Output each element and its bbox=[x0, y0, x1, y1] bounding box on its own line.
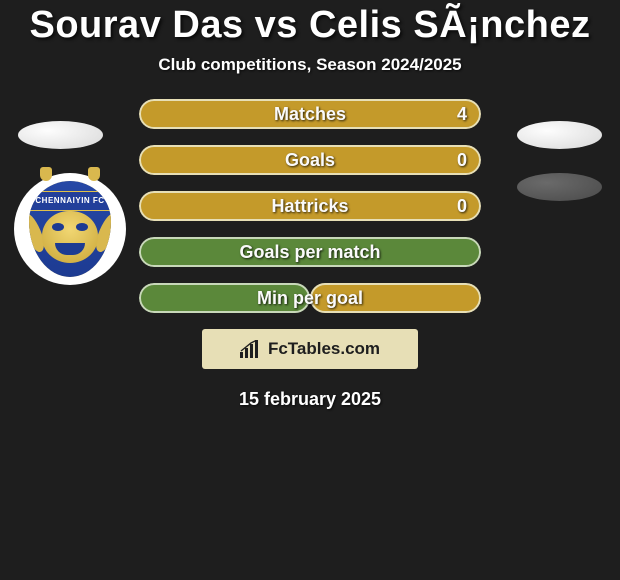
watermark-text: FcTables.com bbox=[268, 339, 380, 359]
stat-right-value: 0 bbox=[457, 191, 467, 221]
stats-area: CHENNAIYIN FC Matches4 Goals0 Hattricks0 Go… bbox=[0, 99, 620, 313]
stat-bar-left-fill bbox=[139, 283, 310, 313]
stat-bar-right-fill bbox=[139, 99, 481, 129]
stat-bar-right-fill bbox=[310, 283, 481, 313]
stat-bar-right-fill bbox=[139, 191, 481, 221]
stat-right-value: 4 bbox=[457, 99, 467, 129]
watermark-badge: FcTables.com bbox=[202, 329, 418, 369]
stat-bar: Matches4 bbox=[139, 99, 481, 129]
stat-bar-right-fill bbox=[139, 145, 481, 175]
generation-date: 15 february 2025 bbox=[0, 389, 620, 410]
left-club-logo: CHENNAIYIN FC bbox=[14, 173, 126, 285]
stat-bar: Min per goal bbox=[139, 283, 481, 313]
page-title: Sourav Das vs Celis SÃ¡nchez bbox=[0, 4, 620, 47]
right-player-disc-2 bbox=[517, 173, 602, 201]
stat-bars-container: Matches4 Goals0 Hattricks0 Goals per match M… bbox=[139, 99, 481, 313]
chart-icon bbox=[240, 340, 262, 358]
stat-bar-left-fill bbox=[139, 237, 481, 267]
subtitle: Club competitions, Season 2024/2025 bbox=[0, 55, 620, 75]
left-player-disc bbox=[18, 121, 103, 149]
trophy-icon bbox=[40, 167, 52, 181]
stat-bar: Goals per match bbox=[139, 237, 481, 267]
right-player-disc-1 bbox=[517, 121, 602, 149]
trophy-icon bbox=[88, 167, 100, 181]
stat-bar: Hattricks0 bbox=[139, 191, 481, 221]
stat-right-value: 0 bbox=[457, 145, 467, 175]
club-name-band: CHENNAIYIN FC bbox=[29, 191, 111, 211]
stat-bar: Goals0 bbox=[139, 145, 481, 175]
